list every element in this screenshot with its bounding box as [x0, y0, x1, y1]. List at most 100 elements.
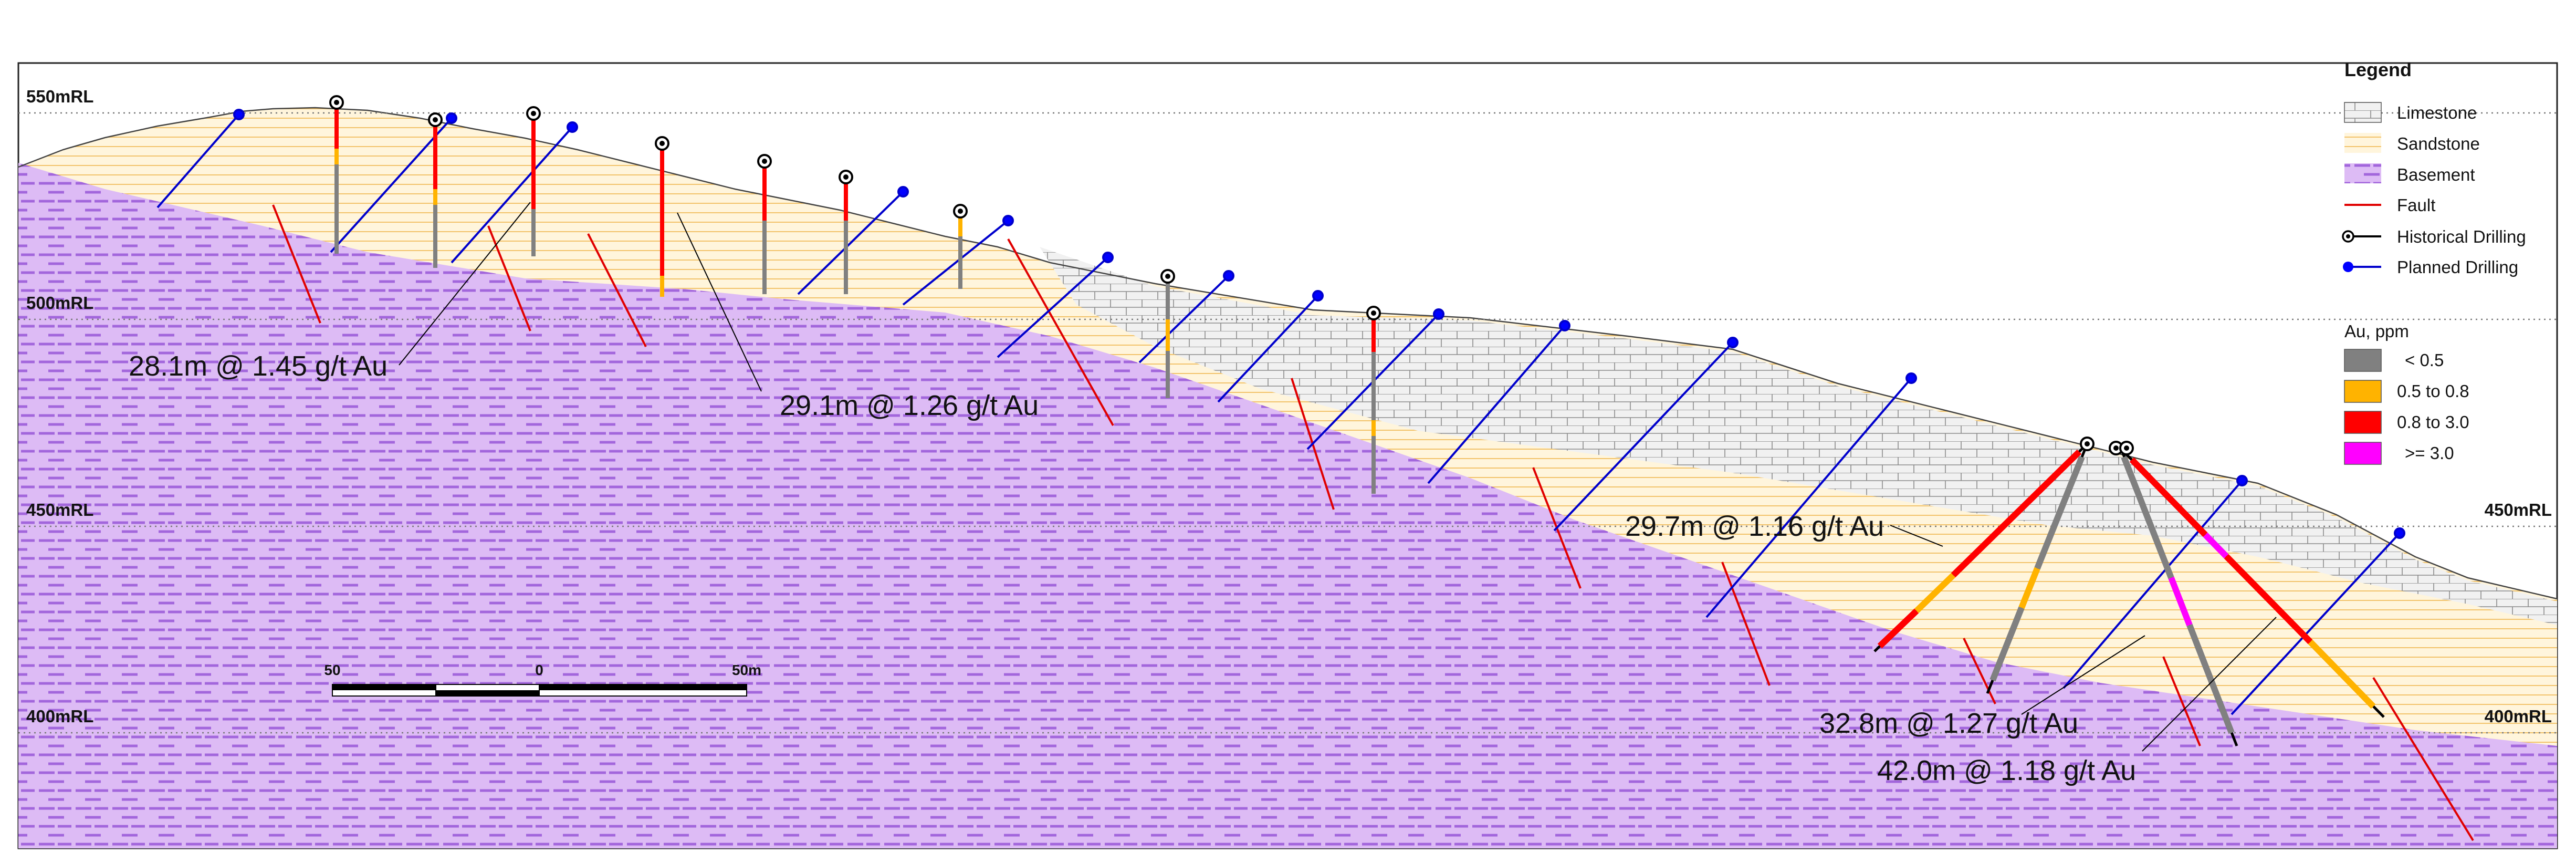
planned-hole [997, 256, 1109, 358]
rl-label-400: 400mRL [26, 707, 93, 726]
planned-hole [330, 117, 453, 253]
assay-interval [1951, 449, 2082, 578]
assay-interval [2186, 624, 2235, 734]
planned-collar [1002, 215, 1014, 226]
assay-interval [844, 179, 848, 221]
assay-interval [2129, 457, 2208, 537]
assay-interval [1877, 608, 1919, 649]
planned-collar [1905, 372, 1917, 384]
fault-line [272, 204, 321, 324]
historical-drilling [329, 95, 1381, 494]
rl-label-450-right: 450mRL [2485, 500, 2552, 520]
rl-label-500: 500mRL [26, 293, 93, 313]
legend-historical-dot [2346, 234, 2350, 238]
fault-line [1721, 562, 1771, 686]
planned-hole [1138, 275, 1230, 364]
historical-collar-dot [531, 111, 536, 116]
planned-drilling [156, 109, 2405, 715]
planned-collar [1559, 320, 1570, 331]
historical-collar-dot [843, 174, 849, 180]
assay-interval [334, 164, 339, 254]
planned-hole [451, 126, 573, 264]
fault-line [1963, 638, 1996, 704]
assay-interval [531, 209, 536, 256]
planned-collar [567, 121, 578, 133]
planned-collar [233, 109, 245, 120]
rl-label-450: 450mRL [26, 500, 93, 520]
assay-interval [2034, 455, 2085, 570]
historical-collar-dot [762, 159, 767, 164]
historical-collar-dot [958, 209, 963, 214]
annotation-leaders [399, 202, 2277, 752]
legend-grade-label: 0.8 to 3.0 [2397, 412, 2469, 432]
scale-label: 50 [324, 662, 340, 678]
legend-label: Historical Drilling [2397, 227, 2526, 246]
assay-interval [1166, 319, 1170, 351]
legend-title: Legend [2344, 59, 2412, 80]
assay-interval [433, 189, 437, 205]
planned-collar [1223, 270, 1234, 282]
legend-label: Fault [2397, 195, 2435, 215]
limestone-unit [1040, 247, 2557, 625]
historical-collar-dot [659, 141, 665, 146]
assay-interval [2018, 567, 2040, 609]
planned-hole [2231, 532, 2401, 715]
planned-collar [2236, 475, 2248, 486]
assay-interval [762, 163, 767, 221]
historical-collar-dot [334, 100, 339, 105]
legend: Legend Limestone Sandstone Basement Faul… [2342, 59, 2526, 465]
assay-interval [334, 149, 339, 164]
rl-label-400-right: 400mRL [2485, 707, 2552, 726]
legend-label: Limestone [2397, 103, 2477, 122]
topography-line [18, 107, 2558, 600]
assay-interval [433, 121, 437, 189]
assay-interval [958, 213, 962, 236]
scale-label: 0 [535, 662, 543, 678]
planned-collar [1312, 290, 1324, 302]
scale-bar: 50 0 50m [324, 662, 761, 697]
planned-collar [1102, 252, 1114, 263]
assay-interval [2203, 532, 2229, 559]
intercept-annotation: 29.1m @ 1.26 g/t Au [780, 390, 1039, 421]
assay-interval [958, 236, 962, 289]
planned-collar [897, 186, 909, 198]
legend-grade-label: < 0.5 [2405, 350, 2444, 370]
assay-interval [1371, 436, 1376, 494]
scale-segment [436, 690, 539, 696]
fault-line [2162, 656, 2201, 746]
historical-collar-dot [2124, 445, 2129, 451]
leader-line [677, 212, 762, 392]
legend-grade-title: Au, ppm [2344, 321, 2409, 341]
scale-segment [332, 684, 436, 690]
intercept-annotation: 29.7m @ 1.16 g/t Au [1625, 511, 1884, 542]
assay-interval [2224, 554, 2313, 645]
fault-line [1007, 238, 1114, 426]
legend-label: Basement [2397, 165, 2475, 184]
scale-segment [539, 684, 747, 690]
historical-collar-dot [1371, 310, 1376, 316]
historical-collar-dot [433, 117, 438, 122]
legend-grade-label: 0.5 to 0.8 [2397, 381, 2469, 401]
planned-hole [2062, 480, 2243, 689]
fault-line [487, 225, 531, 331]
historical-collar-dot [1165, 274, 1170, 279]
legend-grade-swatch [2344, 349, 2382, 372]
historical-fan-holes [1873, 437, 2385, 746]
intercept-annotation: 42.0m @ 1.18 g/t Au [1877, 755, 2136, 786]
assay-interval [2121, 455, 2174, 579]
assay-interval [334, 104, 339, 149]
legend-planned-collar [2343, 262, 2353, 272]
leader-line [1890, 525, 1943, 547]
legend-grade-swatch [2344, 380, 2382, 403]
assay-interval [1989, 606, 2025, 682]
planned-collar [446, 112, 457, 124]
fault-line [2372, 677, 2474, 842]
assay-interval [2308, 639, 2376, 709]
legend-label: Planned Drilling [2397, 257, 2518, 277]
legend-grade-swatch [2344, 442, 2382, 465]
assay-interval [1166, 277, 1170, 319]
planned-hole [156, 113, 240, 209]
intercept-annotation: 32.8m @ 1.27 g/t Au [1819, 708, 2078, 739]
leader-line [2142, 617, 2277, 752]
